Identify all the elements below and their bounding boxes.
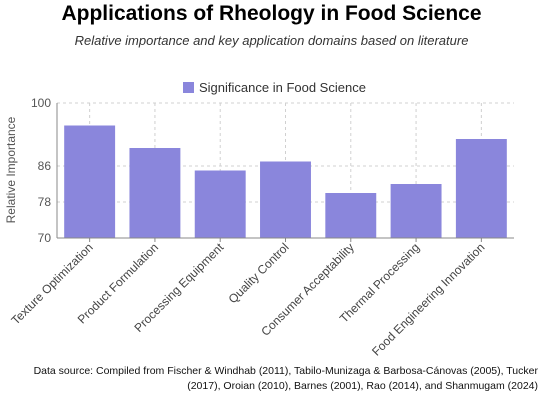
bars (64, 125, 507, 238)
legend-label: Significance in Food Science (199, 80, 366, 95)
y-tick-label: 100 (31, 96, 51, 110)
bar (325, 193, 377, 238)
x-tick-label: Food Engineering Innovation (369, 240, 487, 358)
y-tick-label: 78 (38, 195, 52, 209)
chart-subtitle: Relative importance and key application … (74, 33, 469, 48)
bar-chart: Significance in Food Science 70 78 86 100 T… (4, 80, 514, 359)
bar (129, 148, 181, 238)
legend-swatch (183, 82, 194, 93)
y-tick-labels: 70 78 86 100 (31, 96, 51, 245)
axes (56, 103, 514, 242)
y-axis-title: Relative Importance (4, 116, 18, 223)
chart-title: Applications of Rheology in Food Science (61, 2, 482, 25)
x-tick-label: Quality Control (226, 240, 292, 306)
y-tick-label: 70 (38, 231, 52, 245)
bar (455, 139, 507, 238)
source-note: Data source: Compiled from Fischer & Win… (33, 365, 538, 392)
y-tick-label: 86 (38, 159, 52, 173)
bar (64, 125, 116, 238)
bar (194, 170, 246, 238)
legend: Significance in Food Science (183, 80, 366, 95)
bar (390, 184, 442, 238)
bar (260, 161, 311, 238)
